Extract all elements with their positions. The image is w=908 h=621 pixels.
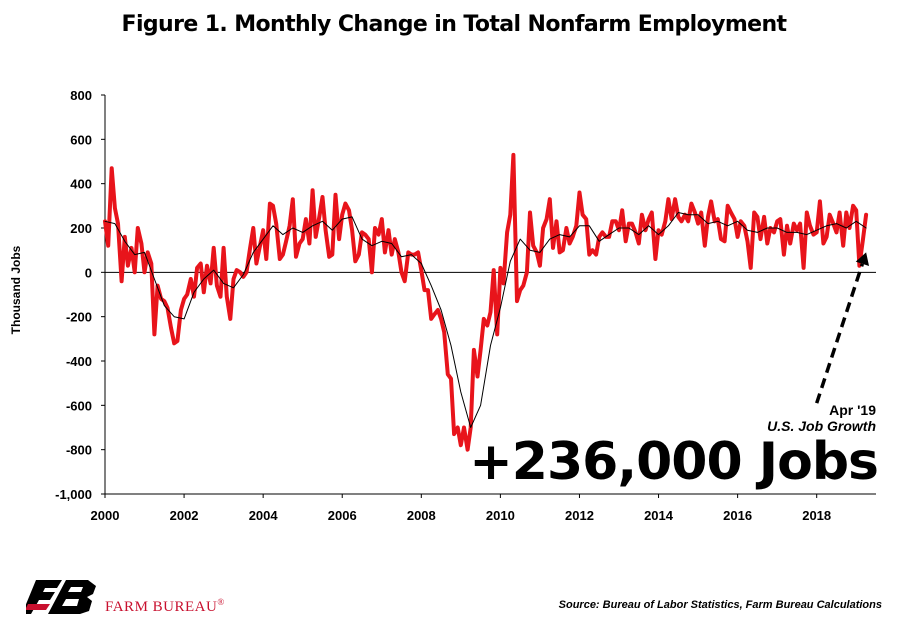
- x-tick-label: 2014: [644, 508, 674, 523]
- y-tick-label: -200: [66, 310, 92, 325]
- series-line-moving-average: [104, 212, 867, 428]
- x-tick-label: 2008: [407, 508, 436, 523]
- x-tick-label: 2002: [170, 508, 199, 523]
- logo-name: FARM BUREAU: [105, 599, 218, 615]
- x-tick-label: 2010: [486, 508, 515, 523]
- x-tick-label: 2018: [802, 508, 831, 523]
- y-tick-label: 0: [85, 265, 92, 280]
- annotation-label: U.S. Job Growth: [767, 418, 876, 434]
- y-tick-label: 600: [70, 132, 92, 147]
- y-tick-label: -600: [66, 398, 92, 413]
- x-tick-label: 2000: [91, 508, 120, 523]
- annotation-arrow-line: [815, 263, 865, 404]
- series-line-monthly-change: [103, 152, 869, 452]
- farm-bureau-logo-text: FARM BUREAU®: [105, 597, 225, 616]
- logo-registered-mark: ®: [217, 597, 225, 607]
- y-tick-label: -400: [66, 354, 92, 369]
- x-tick-label: 2016: [723, 508, 752, 523]
- y-tick-label: 200: [70, 221, 92, 236]
- y-tick-label: -1,000: [55, 487, 92, 502]
- chart-title: Figure 1. Monthly Change in Total Nonfar…: [121, 12, 788, 37]
- source-note: Source: Bureau of Labor Statistics, Farm…: [558, 599, 882, 611]
- farm-bureau-logo-icon: [26, 580, 96, 614]
- y-tick-label: -800: [66, 443, 92, 458]
- x-tick-label: 2004: [249, 508, 279, 523]
- x-tick-label: 2006: [328, 508, 357, 523]
- y-tick-label: 800: [70, 88, 92, 103]
- annotation-date: Apr '19: [829, 402, 876, 418]
- y-tick-label: 400: [70, 177, 92, 192]
- annotation-arrow-head: [855, 252, 870, 266]
- annotation-value: +236,000 Jobs: [469, 432, 879, 492]
- x-tick-label: 2012: [565, 508, 594, 523]
